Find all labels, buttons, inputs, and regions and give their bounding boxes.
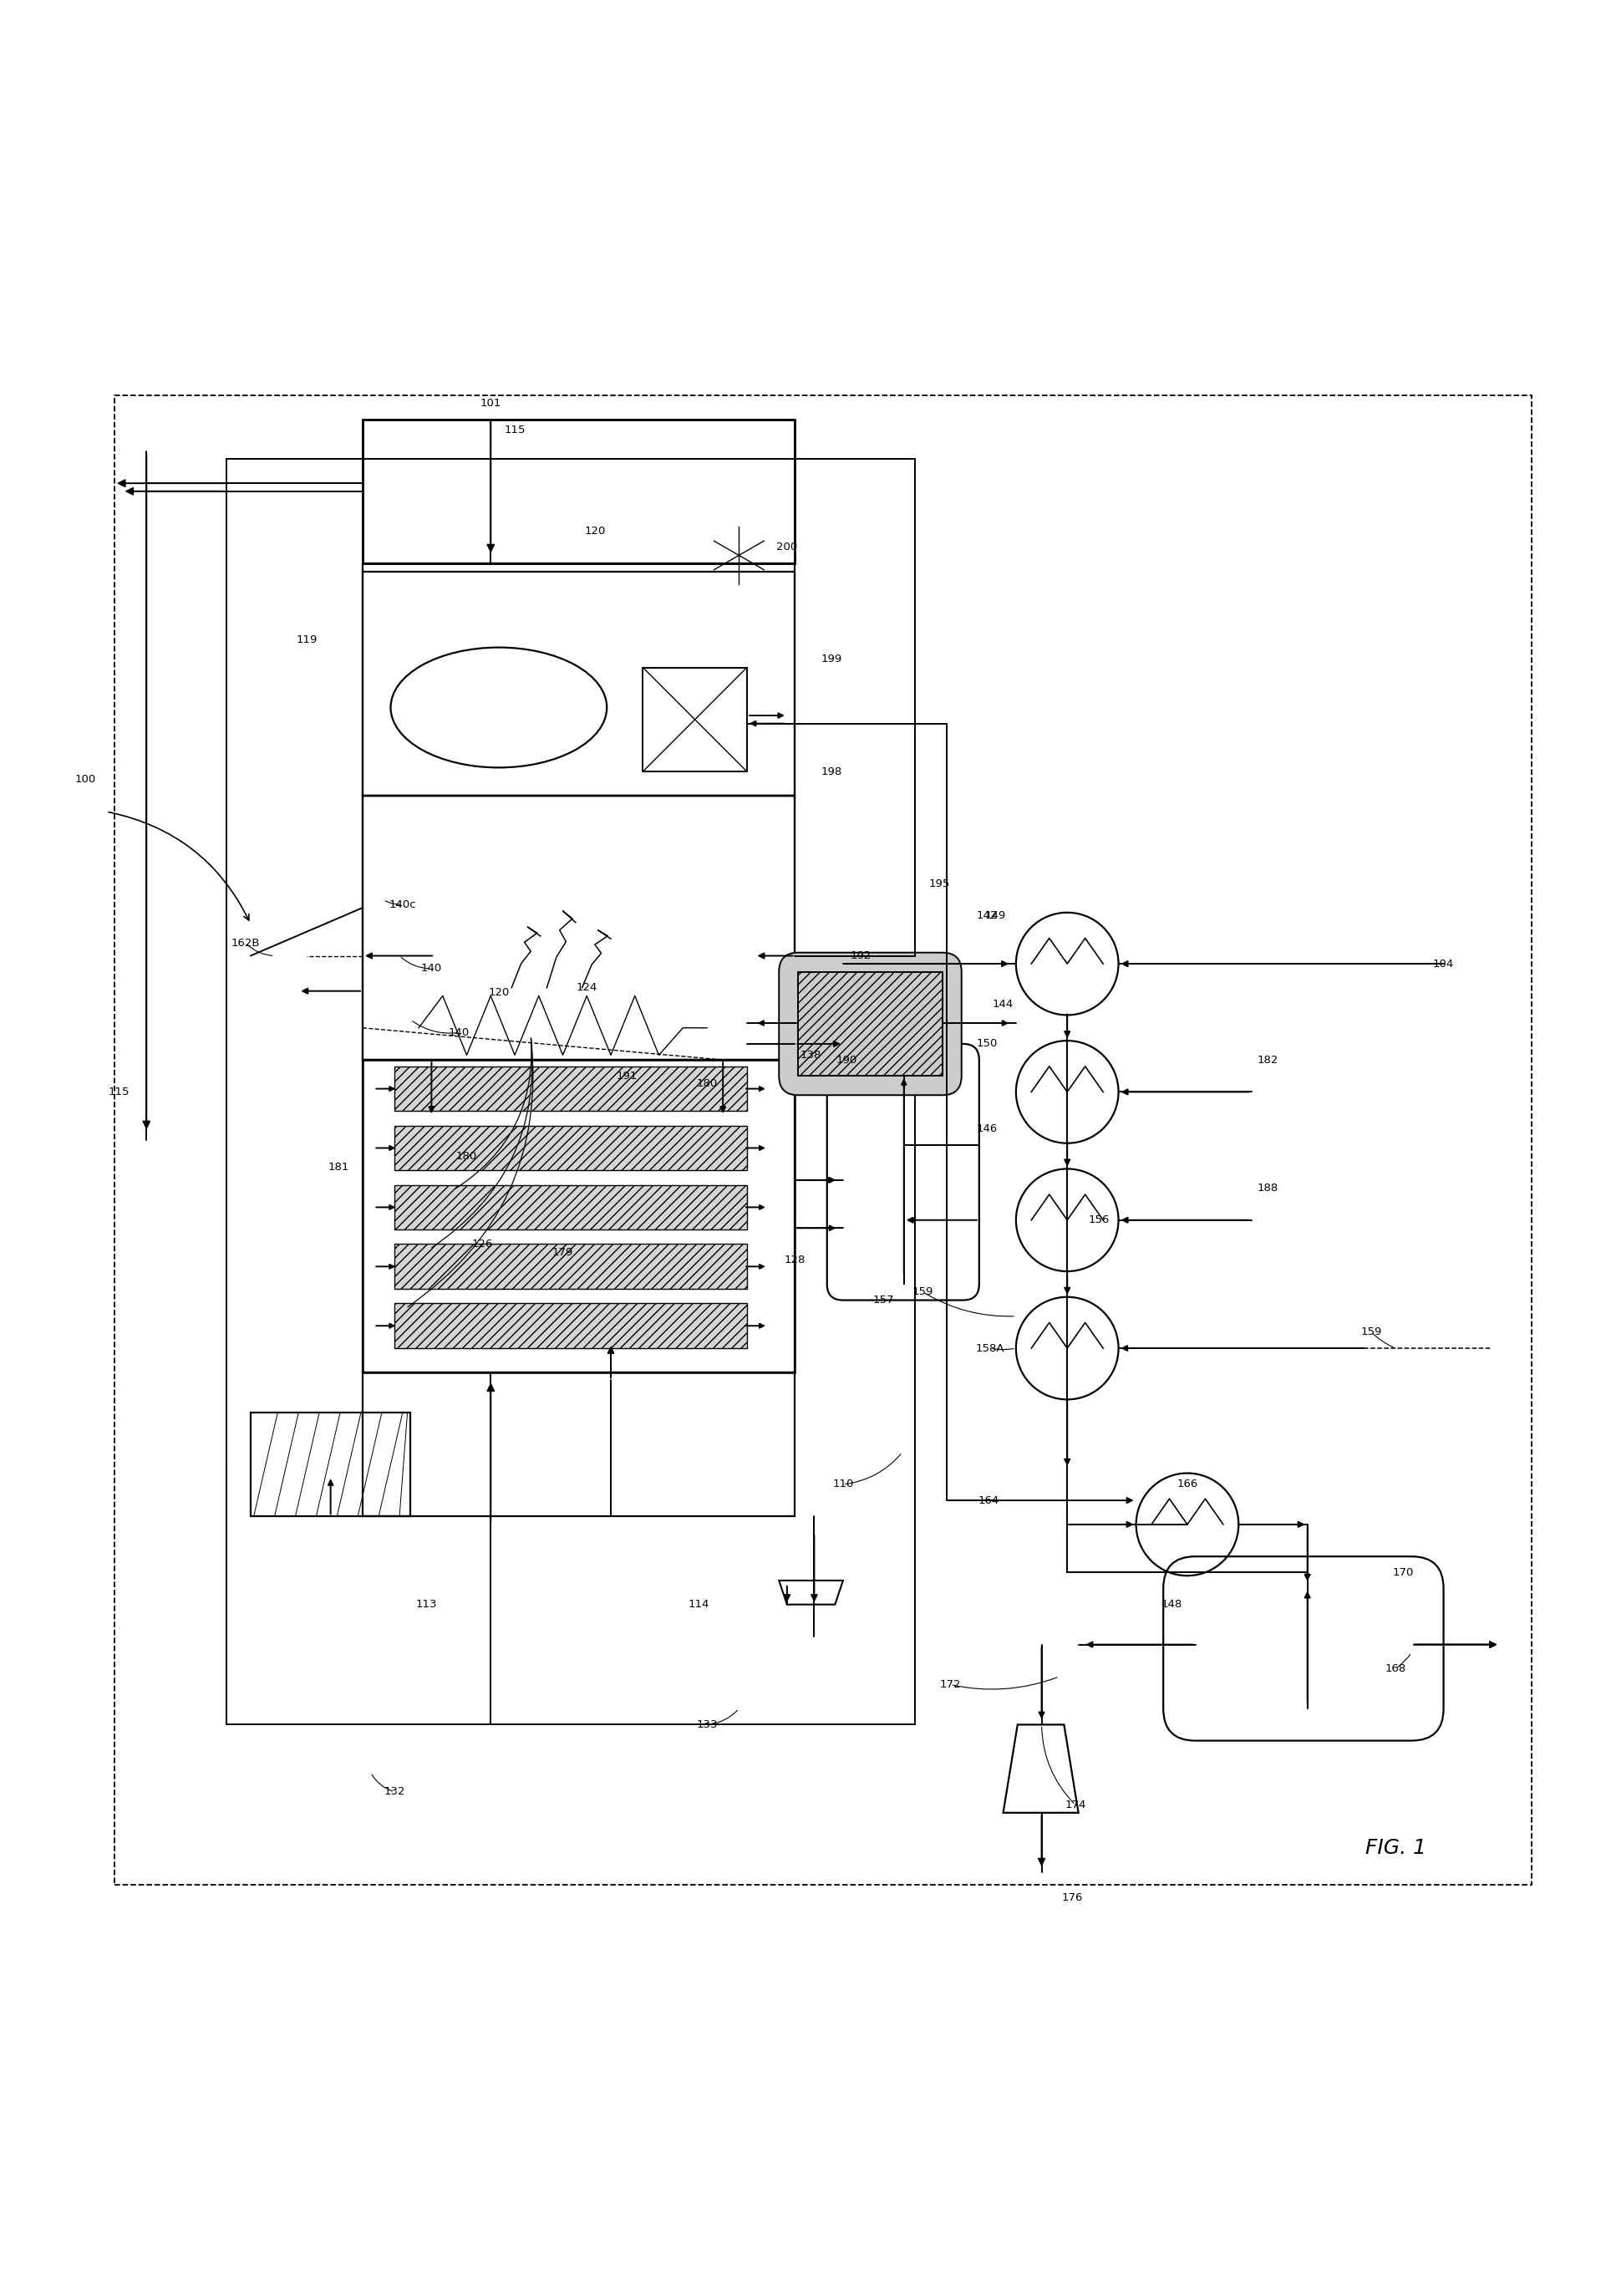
Text: 115: 115 — [109, 1086, 130, 1097]
Text: 168: 168 — [1384, 1662, 1405, 1674]
Text: 158A: 158A — [976, 1343, 1005, 1355]
Text: 198: 198 — [821, 767, 843, 776]
Bar — [395, 1125, 747, 1171]
Text: 149: 149 — [984, 909, 1005, 921]
Bar — [395, 1185, 747, 1231]
Bar — [642, 668, 747, 771]
Text: 128: 128 — [784, 1254, 806, 1265]
Text: 190: 190 — [835, 1054, 856, 1065]
FancyBboxPatch shape — [779, 953, 962, 1095]
Text: 120: 120 — [488, 987, 509, 999]
Text: 179: 179 — [552, 1247, 573, 1258]
Text: 162B: 162B — [231, 937, 260, 948]
Text: 119: 119 — [296, 634, 316, 645]
Text: 140c: 140c — [389, 900, 416, 909]
Bar — [363, 797, 795, 1061]
Text: 182: 182 — [1257, 1054, 1278, 1065]
Text: 174: 174 — [1065, 1800, 1086, 1809]
Bar — [363, 797, 795, 1061]
Text: FIG. 1: FIG. 1 — [1365, 1839, 1426, 1857]
Text: 195: 195 — [928, 879, 949, 889]
Bar — [363, 420, 795, 563]
Bar — [395, 1065, 747, 1111]
Text: 150: 150 — [976, 1038, 997, 1049]
Bar — [363, 1061, 795, 1373]
Text: 159: 159 — [1360, 1327, 1383, 1339]
Text: 191: 191 — [617, 1070, 638, 1081]
Text: 132: 132 — [384, 1786, 405, 1798]
Bar — [363, 1061, 795, 1373]
Bar — [395, 1244, 747, 1288]
Text: 120: 120 — [585, 526, 605, 537]
Bar — [395, 1304, 747, 1348]
Text: 146: 146 — [976, 1123, 997, 1134]
Text: 159: 159 — [912, 1286, 933, 1297]
Bar — [114, 395, 1532, 1885]
Text: 101: 101 — [480, 397, 501, 409]
Text: 104: 104 — [1433, 957, 1453, 969]
Text: 148: 148 — [1161, 1598, 1182, 1609]
Text: 172: 172 — [940, 1678, 960, 1690]
Bar — [363, 572, 795, 797]
Text: 142: 142 — [976, 909, 997, 921]
Text: 138: 138 — [800, 1049, 822, 1061]
Text: 133: 133 — [697, 1720, 718, 1731]
Text: 100: 100 — [75, 774, 96, 785]
Text: 144: 144 — [993, 999, 1013, 1010]
Bar — [363, 1373, 795, 1515]
Text: 181: 181 — [328, 1162, 349, 1173]
Text: 200: 200 — [776, 542, 798, 553]
Text: 166: 166 — [1177, 1479, 1198, 1490]
Text: 110: 110 — [832, 1479, 854, 1490]
Text: 124: 124 — [577, 983, 597, 994]
Text: 199: 199 — [821, 654, 843, 666]
Text: 164: 164 — [978, 1495, 999, 1506]
Text: 157: 157 — [872, 1295, 893, 1306]
Text: 192: 192 — [850, 951, 870, 962]
Text: 188: 188 — [1257, 1182, 1278, 1194]
Bar — [363, 420, 795, 563]
Text: 115: 115 — [504, 425, 525, 436]
Text: 114: 114 — [689, 1598, 710, 1609]
Text: 113: 113 — [416, 1598, 437, 1609]
Bar — [251, 1412, 411, 1515]
Bar — [363, 563, 795, 797]
Text: 176: 176 — [1062, 1892, 1082, 1903]
Text: 156: 156 — [1089, 1215, 1110, 1226]
Text: 140: 140 — [448, 1026, 469, 1038]
Text: 170: 170 — [1392, 1568, 1415, 1577]
Text: 180: 180 — [697, 1079, 718, 1088]
Text: 126: 126 — [472, 1238, 493, 1249]
Bar — [798, 971, 943, 1077]
Text: 140: 140 — [421, 962, 442, 974]
Text: 180: 180 — [456, 1150, 477, 1162]
